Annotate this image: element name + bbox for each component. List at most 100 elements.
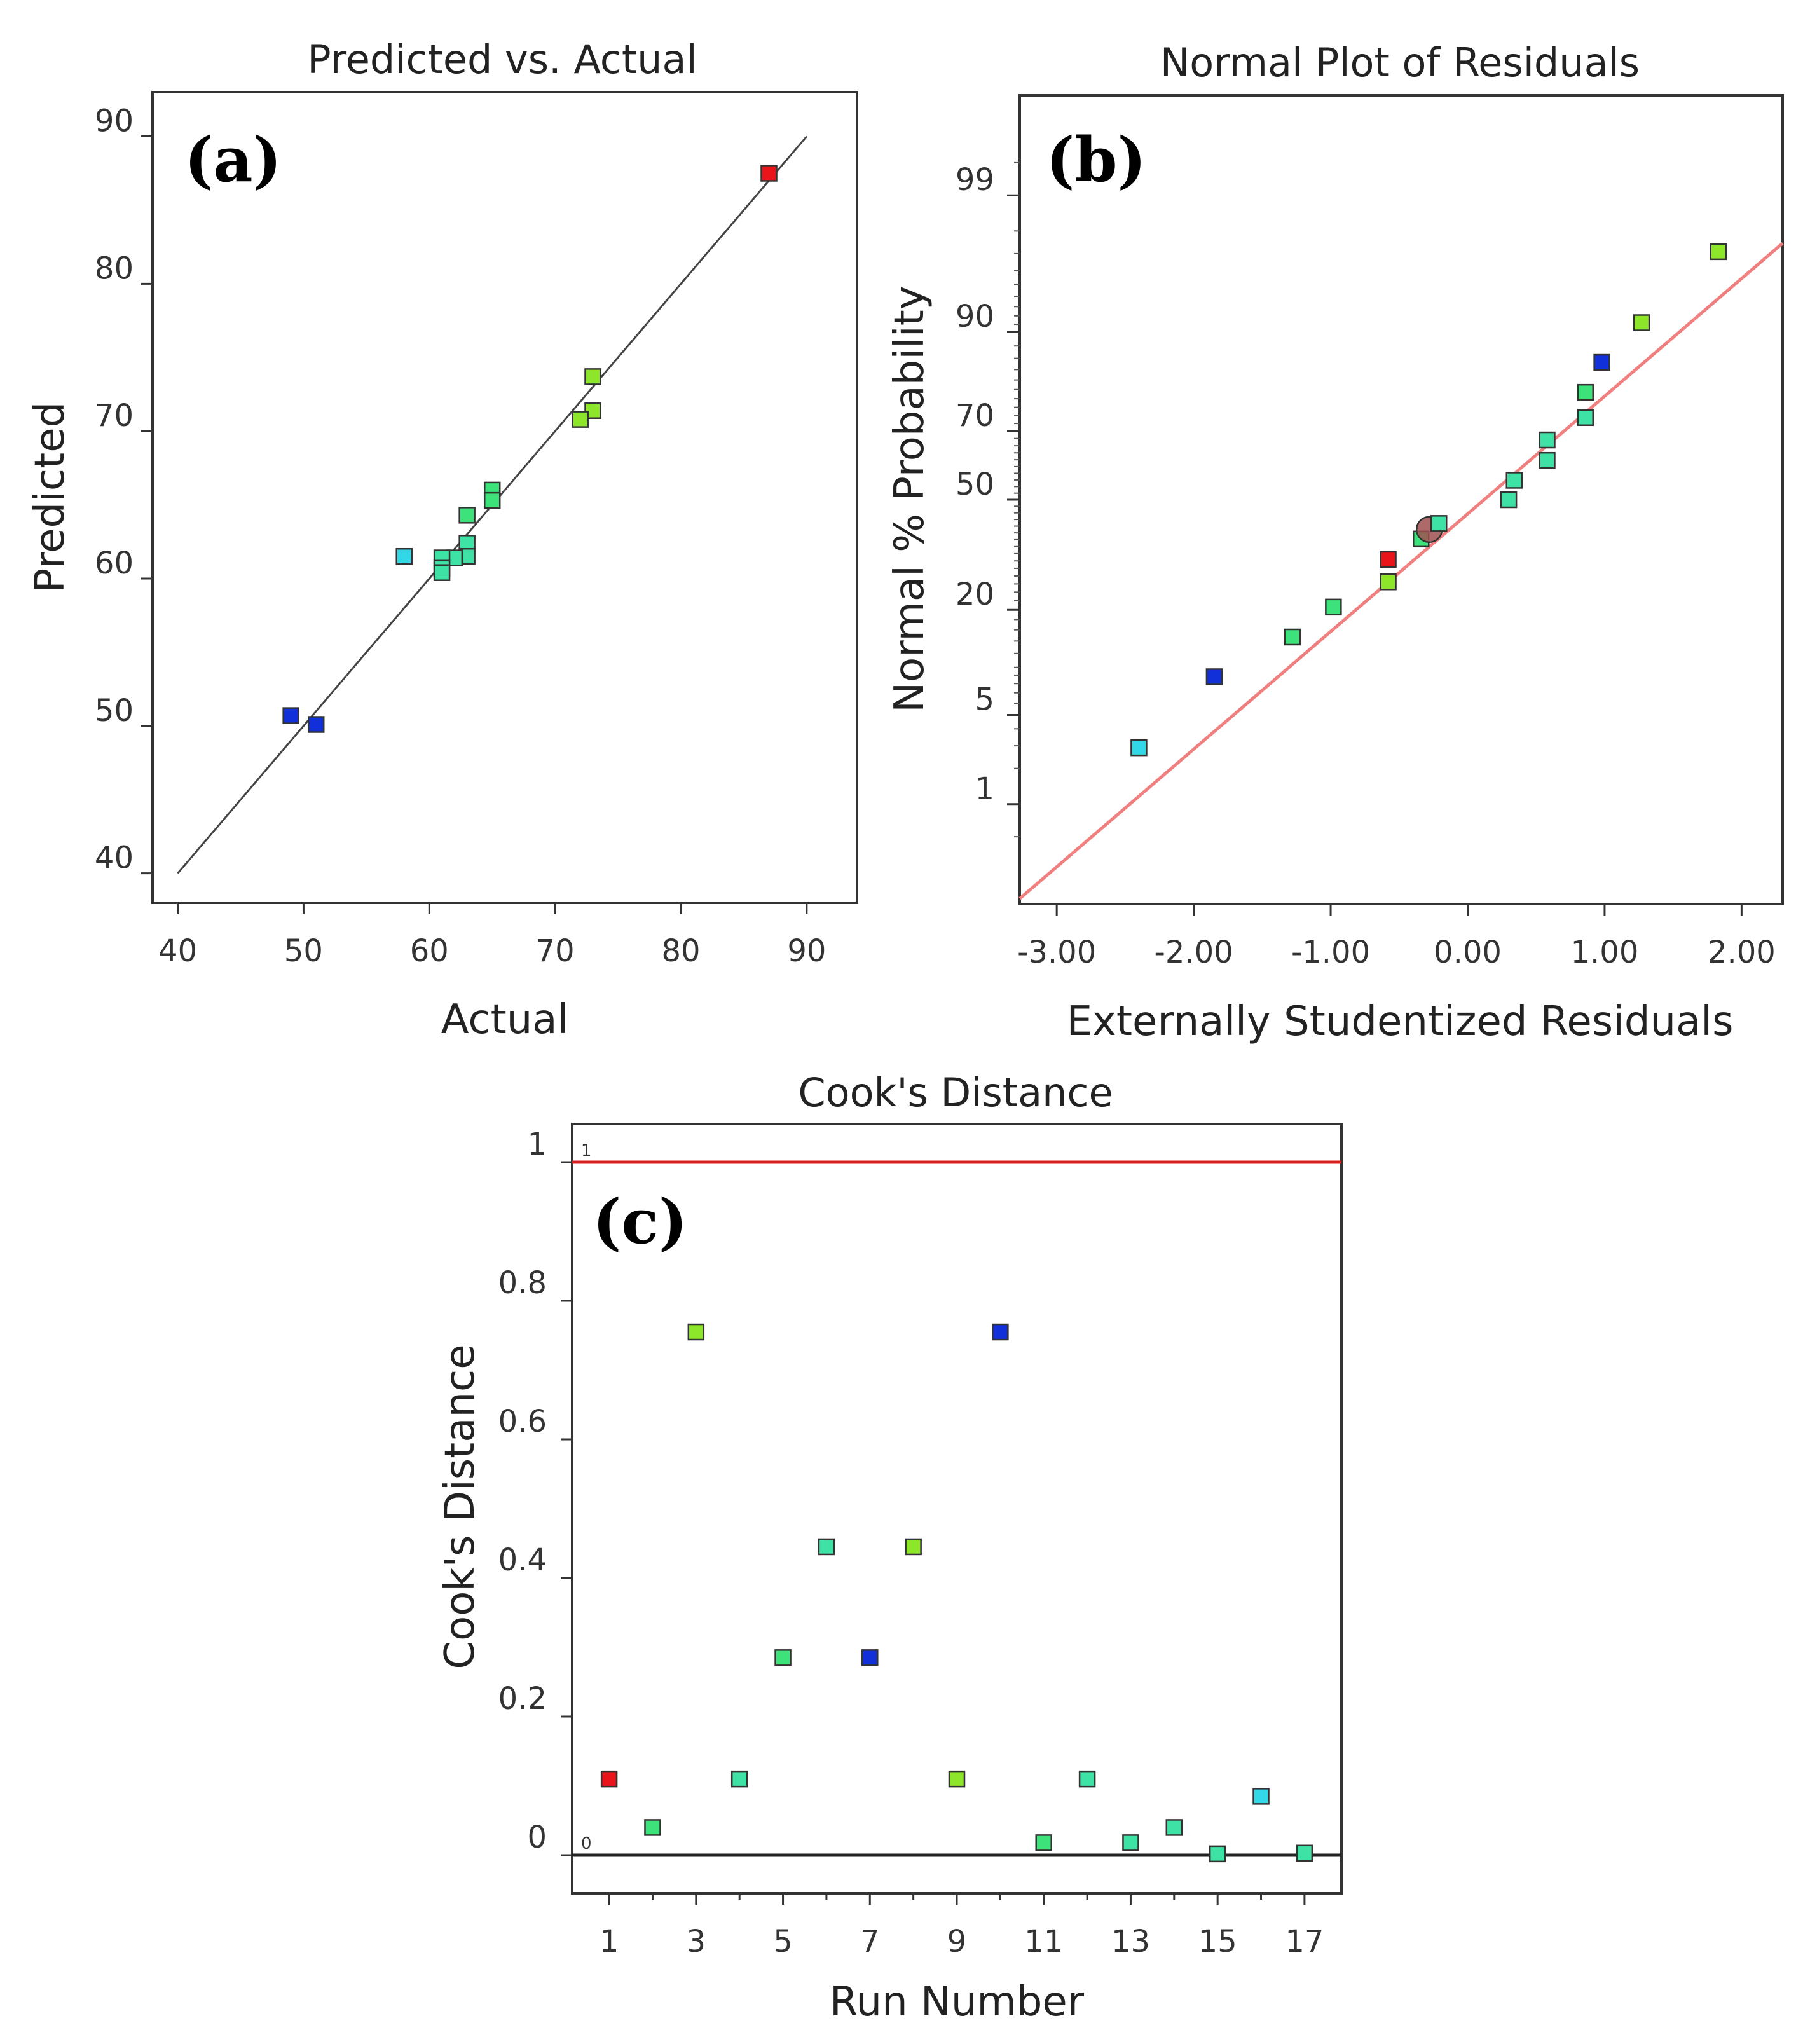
panel-c-x-axis-label: Run Number [830, 1979, 1085, 2026]
panel-c-y-tick-label: 0.4 [498, 1542, 547, 1578]
panel-c-data-point [1209, 1845, 1226, 1863]
panel-c-data-point [600, 1770, 618, 1788]
panel-a-x-tick-label: 70 [536, 933, 575, 969]
panel-b-x-tick-label: -3.00 [1017, 935, 1096, 970]
panel-c-x-tick-label: 1 [600, 1924, 619, 1959]
panel-a-y-tick-label: 80 [95, 250, 134, 286]
panel-b-data-point [1325, 598, 1342, 616]
panel-c-data-point [905, 1538, 922, 1556]
panel-c-data-point [861, 1649, 879, 1666]
panel-b-reference-line [1018, 242, 1784, 900]
panel-a-y-tick-label: 40 [95, 840, 134, 876]
panel-a-data-point [433, 564, 451, 581]
panel-c-x-tick-label: 3 [687, 1924, 706, 1959]
panel-b-y-tick-label: 50 [956, 467, 994, 502]
panel-c-data-point [730, 1770, 748, 1788]
panel-b-y-tick-label: 99 [956, 162, 994, 198]
panel-b-data-point [1380, 573, 1397, 591]
panel-b-y-tick-label: 90 [956, 299, 994, 334]
panel-c-data-point [774, 1649, 792, 1666]
panel-c-plot-area [571, 1123, 1343, 1895]
panel-a-title: Predicted vs. Actual [307, 36, 697, 83]
panel-a-y-tick-label: 70 [95, 398, 134, 434]
panel-a-data-point [395, 547, 413, 565]
panel-c-data-point [1035, 1834, 1052, 1851]
panel-b-y-tick-label: 70 [956, 398, 994, 434]
panel-b-x-tick-label: 1.00 [1570, 935, 1638, 970]
panel-c-data-point [1296, 1844, 1313, 1862]
panel-b-data-point [1205, 668, 1223, 685]
panel-a-x-tick-label: 90 [787, 933, 826, 969]
panel-c-data-point [644, 1819, 661, 1836]
panel-a-y-tick-label: 60 [95, 545, 134, 581]
panel-c-y-tick-label: 1 [527, 1127, 547, 1162]
panel-b-data-point [1539, 451, 1556, 469]
panel-a-y-tick-label: 90 [95, 104, 134, 139]
panel-c-data-point [687, 1323, 705, 1341]
panel-b-data-point [1710, 243, 1727, 261]
panel-c-y-tick-label: 0.6 [498, 1404, 547, 1439]
panel-a-data-point [584, 368, 601, 385]
panel-b-y-tick-label: 5 [975, 682, 994, 718]
panel-a-data-point [760, 165, 778, 182]
panel-a-data-point [282, 707, 299, 724]
panel-b-x-tick-label: -2.00 [1155, 935, 1233, 970]
panel-b-data-point [1284, 628, 1301, 646]
panel-c-y-tick-label: 0 [527, 1820, 547, 1855]
panel-b-data-point [1500, 491, 1518, 509]
panel-a-x-tick-label: 60 [410, 933, 449, 969]
panel-b-label: (b) [1046, 124, 1146, 196]
panel-a-data-point [307, 716, 325, 733]
panel-a-x-tick-label: 50 [284, 933, 323, 969]
panel-c-data-point [948, 1770, 966, 1788]
panel-c-x-tick-label: 17 [1285, 1924, 1324, 1959]
panel-b-y-tick-label: 20 [956, 577, 994, 612]
panel-a-plot-area [151, 91, 858, 904]
panel-b-data-point [1633, 314, 1650, 331]
panel-a-y-tick-label: 50 [95, 693, 134, 729]
panel-c-x-tick-label: 9 [947, 1924, 967, 1959]
panel-c-y-axis-label: Cook's Distance [437, 1344, 484, 1669]
panel-c-data-point [992, 1323, 1009, 1341]
panel-c-y-tick-label: 0.2 [498, 1681, 547, 1717]
panel-c-data-point [1252, 1788, 1270, 1805]
panel-b-x-tick-label: -1.00 [1291, 935, 1370, 970]
panel-b-data-point [1430, 515, 1448, 532]
panel-c-x-tick-label: 13 [1111, 1924, 1150, 1959]
panel-c-limit-label: 0 [581, 1834, 592, 1853]
panel-a: Predicted vs. Actual 40 50 60 70 80 90 40 50 60… [27, 36, 858, 1043]
panel-b-data-point [1539, 431, 1556, 449]
panel-a-y-axis-label: Predicted [27, 402, 74, 593]
panel-c: Cook's Distance 00.20.40.60.81 1 3 5 7 9 11 13… [437, 1069, 1343, 2026]
panel-a-data-point [483, 491, 501, 509]
panel-a-x-tick-label: 40 [158, 933, 197, 969]
panel-c-x-tick-label: 5 [773, 1924, 793, 1959]
panel-c-label: (c) [593, 1186, 687, 1258]
panel-b-data-point [1577, 383, 1594, 401]
panel-b-x-tick-label: 2.00 [1708, 935, 1776, 970]
panel-b-y-axis-label: Normal % Probability [886, 285, 933, 712]
panel-c-data-point [1122, 1834, 1139, 1851]
panel-a-x-tick-label: 80 [661, 933, 700, 969]
panel-a-label: (a) [184, 124, 282, 196]
panel-a-data-point [572, 411, 589, 428]
panel-b-data-point [1130, 739, 1148, 757]
panel-c-data-point [1078, 1770, 1096, 1788]
panel-b-data-point [1593, 353, 1610, 371]
panel-b-y-tick-label: 1 [975, 771, 994, 807]
panel-b-data-point [1380, 551, 1397, 568]
panel-c-data-point [818, 1538, 835, 1556]
panel-c-x-tick-label: 7 [860, 1924, 880, 1959]
panel-b-data-point [1577, 409, 1594, 427]
panel-c-data-point [1165, 1819, 1183, 1836]
panel-c-x-tick-label: 11 [1024, 1924, 1063, 1959]
panel-a-data-point [458, 507, 476, 524]
panel-b: Normal Plot of Residuals 1 5 20 50 70 90 99 -3… [886, 39, 1784, 1045]
panel-c-title: Cook's Distance [798, 1069, 1113, 1116]
panel-b-plot-area [1018, 94, 1784, 905]
panel-b-data-point [1505, 472, 1523, 489]
panel-c-limit-label: 1 [581, 1141, 592, 1160]
panel-c-y-tick-label: 0.8 [498, 1265, 547, 1301]
panel-c-x-tick-label: 15 [1198, 1924, 1237, 1959]
